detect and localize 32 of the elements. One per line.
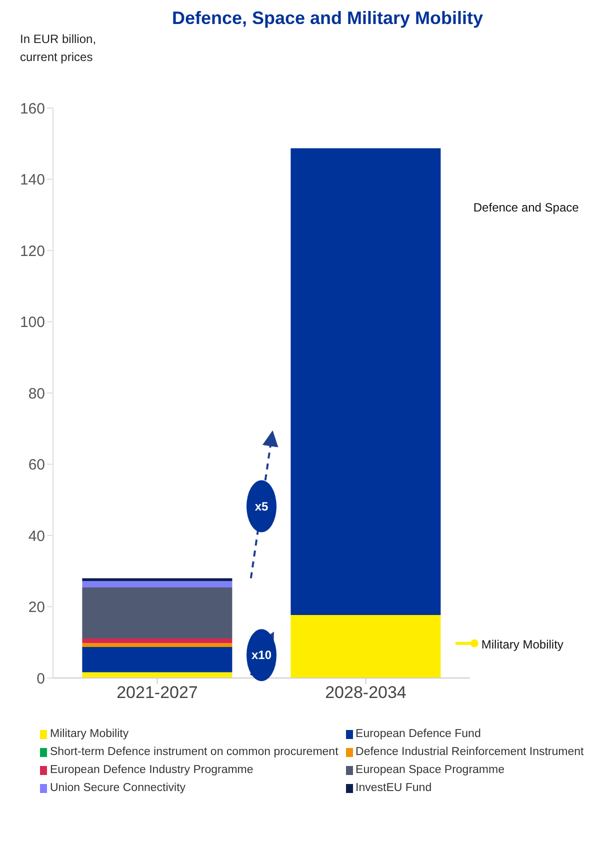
y-tick-label: 0 (36, 670, 45, 688)
y-axis-title: In EUR billion, current prices (20, 31, 98, 66)
bar (82, 581, 232, 588)
y-tick-label: 120 (20, 242, 45, 260)
y-tick-label: 160 (20, 100, 45, 118)
legend-label: InvestEU Fund (354, 782, 433, 794)
annotation: x5 (254, 499, 268, 514)
y-tick-label: 100 (20, 314, 45, 332)
legend-label: Defence Industrial Reinforcement Instrument (354, 746, 585, 758)
annotation: x10 (251, 648, 272, 662)
legend-label: Short-term Defence instrument on common procurement (49, 746, 340, 758)
y-tick-label: 60 (28, 456, 45, 474)
legend-label: European Defence Fund (354, 728, 482, 740)
text: Defence and Space (473, 200, 580, 215)
bar (290, 148, 441, 615)
y-tick-label: 40 (28, 528, 45, 545)
y-tick-label: 140 (20, 172, 45, 189)
y-tick-label: 80 (28, 385, 45, 402)
bar (82, 587, 232, 638)
bar (82, 643, 232, 648)
chart-title: Defence, Space and Military Mobility (172, 8, 484, 28)
text: Military Mobility (481, 637, 564, 652)
bar (82, 638, 232, 644)
legend-label: European Space Programme (354, 764, 506, 776)
legend-label: Military Mobility (49, 728, 130, 740)
legend-label: European Defence Industry Programme (49, 764, 254, 776)
x-tick-label: 2021-2027 (116, 683, 198, 702)
bar (290, 614, 441, 678)
legend-label: Union Secure Connectivity (49, 782, 187, 794)
y-tick-label: 20 (28, 599, 45, 616)
bar (82, 647, 232, 672)
x-tick-label: 2028-2034 (325, 683, 406, 702)
